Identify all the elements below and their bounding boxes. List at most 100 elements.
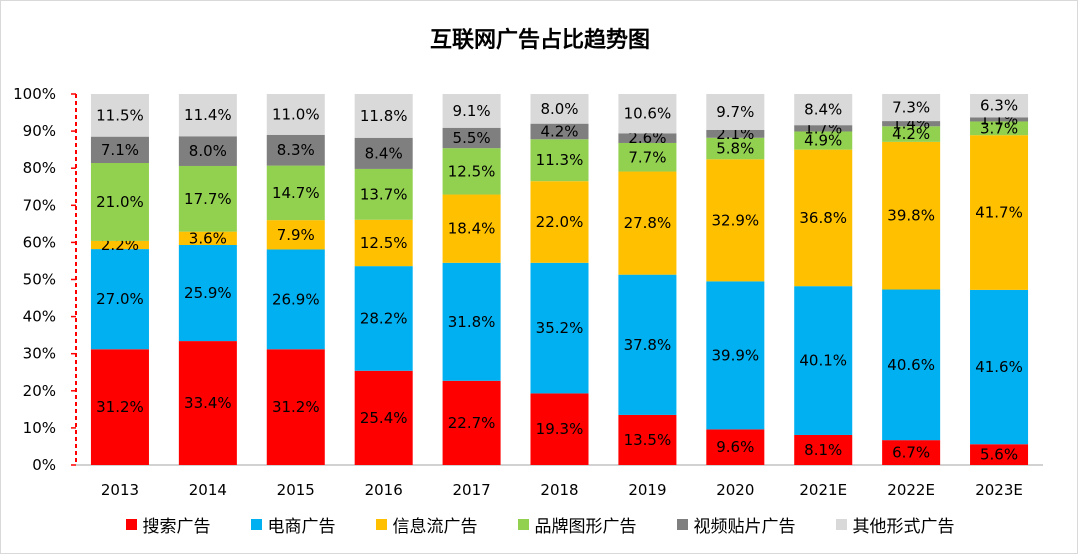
bar-segment [794, 434, 853, 465]
segment-data-label: 8.0% [540, 100, 578, 118]
segment-data-label: 41.6% [975, 358, 1023, 376]
bar-segment [970, 444, 1029, 465]
legend-swatch [250, 519, 262, 530]
segment-data-label: 8.4% [365, 144, 403, 162]
bar-segment [794, 125, 853, 132]
y-tick-label: 60% [23, 233, 56, 251]
bar-segment [178, 136, 237, 166]
segment-data-label: 5.8% [716, 140, 754, 158]
segment-data-label: 41.7% [975, 204, 1023, 222]
legend-label: 品牌图形广告 [534, 517, 637, 537]
segment-data-label: 19.3% [536, 420, 584, 438]
bar-segment [178, 244, 237, 342]
bar-segment [706, 281, 765, 430]
segment-data-label: 11.5% [96, 106, 144, 124]
segment-data-label: 12.5% [448, 162, 496, 180]
bar-segment [882, 121, 941, 127]
bar-segment [794, 286, 853, 435]
segment-data-label: 5.5% [453, 129, 491, 147]
bar-segment [442, 94, 501, 128]
legend-label: 其他形式广告 [852, 517, 955, 537]
segment-data-label: 28.2% [360, 309, 408, 327]
segment-data-label: 8.1% [804, 441, 842, 459]
bar-segment [706, 429, 765, 465]
segment-data-label: 25.9% [184, 284, 232, 302]
legend-item: 电商广告 [250, 512, 336, 537]
y-tick-label: 50% [23, 271, 56, 289]
segment-data-label: 14.7% [272, 184, 320, 202]
bar-segment [882, 126, 941, 142]
legend-label: 搜索广告 [142, 517, 211, 537]
bar-segment [266, 94, 325, 135]
x-tick-label: 2013 [101, 481, 139, 499]
segment-data-label: 8.3% [277, 141, 315, 159]
legend-swatch [375, 519, 387, 530]
bar-segment [706, 159, 765, 282]
segment-data-label: 36.8% [799, 209, 847, 227]
bar-segment [354, 370, 413, 465]
bar-segment [618, 133, 677, 143]
segment-data-label: 25.4% [360, 409, 408, 427]
segment-data-label: 4.2% [540, 122, 578, 140]
legend-item: 信息流广告 [375, 512, 478, 537]
bar-segment [354, 168, 413, 220]
bar-segment [618, 142, 677, 172]
y-tick-label: 0% [32, 456, 56, 474]
segment-data-label: 40.6% [887, 356, 935, 374]
segment-data-label: 4.9% [804, 132, 842, 150]
legend-item: 其他形式广告 [835, 512, 955, 537]
bar-segment [354, 137, 413, 169]
segment-data-label: 7.7% [628, 148, 666, 166]
legend-item: 搜索广告 [125, 512, 211, 537]
segment-data-label: 17.7% [184, 190, 232, 208]
segment-data-label: 26.9% [272, 290, 320, 308]
segment-data-label: 13.5% [624, 431, 672, 449]
chart-title: 互联网广告占比趋势图 [429, 28, 650, 53]
bar-segment [442, 127, 501, 149]
segment-data-label: 21.0% [96, 193, 144, 211]
bar-segment [178, 231, 237, 245]
segment-data-label: 7.9% [277, 226, 315, 244]
bar-segment [266, 349, 325, 465]
bar-segment [970, 135, 1029, 290]
legend-label: 视频贴片广告 [693, 517, 796, 537]
bar-segment [442, 194, 501, 263]
segment-data-label: 39.9% [711, 346, 759, 364]
segment-data-label: 22.0% [536, 213, 584, 231]
segment-data-label: 2.6% [628, 129, 666, 147]
segment-data-label: 37.8% [624, 336, 672, 354]
legend-item: 视频贴片广告 [676, 512, 796, 537]
bar-segment [354, 94, 413, 138]
bar-segment [530, 393, 589, 465]
bar-segment [266, 165, 325, 221]
bar-segment [706, 137, 765, 160]
x-tick-label: 2020 [716, 481, 754, 499]
bar-segment [706, 94, 765, 130]
x-tick-label: 2014 [189, 481, 227, 499]
segment-data-label: 5.6% [980, 446, 1018, 464]
bar-segment [442, 148, 501, 195]
segment-data-label: 11.8% [360, 107, 408, 125]
bar-segment [970, 117, 1029, 122]
segment-data-label: 3.6% [189, 229, 227, 247]
legend-label: 电商广告 [267, 517, 336, 537]
legend-swatch [125, 519, 137, 530]
bar-segment [442, 262, 501, 381]
x-tick-label: 2017 [452, 481, 490, 499]
x-tick-label: 2015 [277, 481, 315, 499]
segment-data-label: 40.1% [799, 352, 847, 370]
y-tick-label: 20% [23, 382, 56, 400]
segment-data-label: 9.7% [716, 103, 754, 121]
bar-segment [178, 341, 237, 465]
segment-data-label: 22.7% [448, 414, 496, 432]
x-tick-label: 2021E [799, 481, 847, 499]
segment-data-label: 39.8% [887, 207, 935, 225]
legend-swatch [835, 519, 847, 530]
segment-data-label: 4.2% [892, 125, 930, 143]
segment-data-label: 27.8% [624, 214, 672, 232]
y-tick-label: 70% [23, 196, 56, 214]
bar-segment [266, 249, 325, 350]
x-tick-label: 2016 [365, 481, 403, 499]
x-tick-label: 2019 [628, 481, 666, 499]
bar-segment [442, 380, 501, 465]
